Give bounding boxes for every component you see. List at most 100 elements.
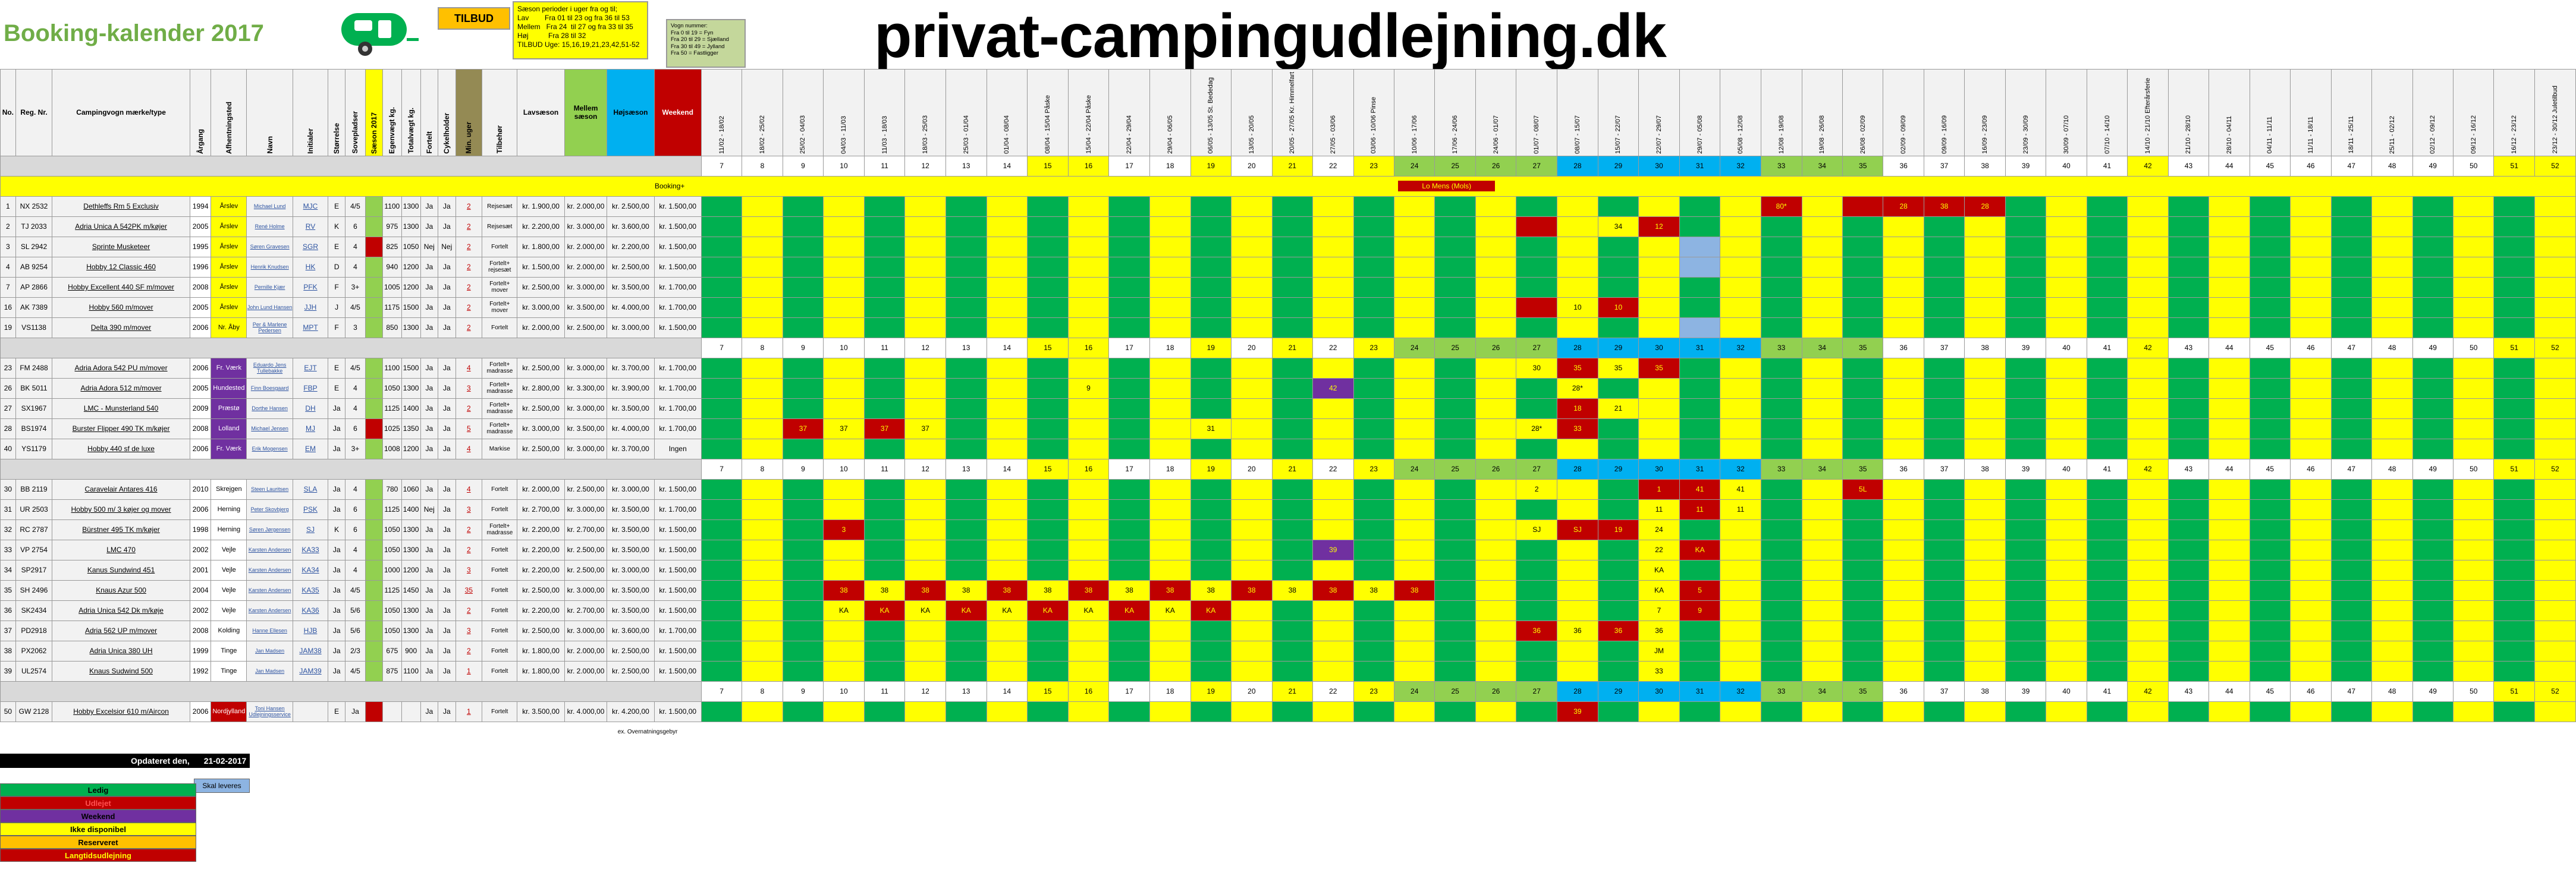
availability-cell[interactable] [2127, 256, 2169, 278]
availability-cell[interactable] [1231, 478, 1273, 500]
availability-cell[interactable] [823, 660, 865, 682]
availability-cell[interactable] [1434, 377, 1476, 399]
availability-cell[interactable] [2371, 660, 2413, 682]
availability-cell[interactable] [1638, 377, 1680, 399]
availability-cell[interactable] [742, 438, 783, 459]
availability-cell[interactable] [742, 216, 783, 237]
availability-cell[interactable] [2453, 297, 2495, 318]
availability-cell[interactable] [1964, 297, 2006, 318]
availability-cell[interactable] [2371, 559, 2413, 581]
caravan-model-link[interactable]: Hobby Excelsior 610 m/Aircon [52, 701, 190, 722]
availability-cell[interactable] [1597, 701, 1639, 722]
availability-cell[interactable] [2453, 216, 2495, 237]
caravan-model-link[interactable]: Adria Unica 380 UH [52, 640, 190, 662]
availability-cell[interactable] [2493, 701, 2535, 722]
availability-cell[interactable] [1231, 216, 1273, 237]
availability-cell[interactable] [2046, 398, 2087, 419]
availability-cell[interactable] [2005, 519, 2047, 540]
availability-cell[interactable]: 41 [1720, 478, 1761, 500]
availability-cell[interactable] [2371, 256, 2413, 278]
availability-cell[interactable] [2290, 519, 2332, 540]
availability-cell[interactable] [2493, 539, 2535, 560]
caravan-row[interactable]: 1 NX 2532 Dethleffs Rm 5 Exclusiv 1994 Årsle… [0, 196, 2576, 217]
availability-cell[interactable] [1027, 640, 1069, 662]
availability-cell[interactable] [1434, 600, 1476, 621]
availability-cell[interactable] [782, 620, 824, 641]
availability-cell[interactable] [782, 398, 824, 419]
availability-cell[interactable] [1190, 539, 1232, 560]
availability-cell[interactable] [1434, 519, 1476, 540]
availability-cell[interactable] [1027, 216, 1069, 237]
availability-cell[interactable] [2046, 216, 2087, 237]
availability-cell[interactable] [1801, 539, 1843, 560]
availability-cell[interactable] [1190, 660, 1232, 682]
availability-cell[interactable] [700, 398, 743, 419]
availability-cell[interactable] [1393, 256, 1435, 278]
availability-cell[interactable] [2086, 539, 2128, 560]
availability-cell[interactable] [1067, 478, 1110, 500]
availability-cell[interactable] [2127, 660, 2169, 682]
availability-cell[interactable] [2453, 377, 2495, 399]
availability-cell[interactable] [1516, 398, 1558, 419]
availability-cell[interactable] [1271, 276, 1314, 298]
availability-cell[interactable] [986, 701, 1028, 722]
availability-cell[interactable] [2493, 478, 2535, 500]
availability-cell[interactable]: 38 [823, 579, 865, 601]
availability-cell[interactable] [2453, 236, 2495, 257]
availability-cell[interactable]: 80* [1760, 196, 1802, 217]
availability-cell[interactable] [823, 559, 865, 581]
availability-cell[interactable] [1679, 519, 1721, 540]
availability-cell[interactable] [2371, 600, 2413, 621]
availability-cell[interactable] [1679, 236, 1721, 257]
availability-cell[interactable]: KA [1149, 600, 1191, 621]
availability-cell[interactable] [1393, 317, 1435, 338]
availability-cell[interactable] [2127, 216, 2169, 237]
availability-cell[interactable]: 24 [1638, 519, 1680, 540]
availability-cell[interactable]: KA [986, 600, 1028, 621]
availability-cell[interactable] [700, 478, 743, 500]
availability-cell[interactable] [2046, 478, 2087, 500]
availability-cell[interactable] [2290, 216, 2332, 237]
availability-cell[interactable] [2209, 418, 2250, 439]
caravan-model-link[interactable]: Hobby 500 m/ 3 køjer og mover [52, 499, 190, 520]
availability-cell[interactable] [1475, 559, 1517, 581]
availability-cell[interactable] [2412, 377, 2454, 399]
owner-initials-link[interactable]: HJB [292, 620, 329, 641]
availability-cell[interactable] [2453, 579, 2495, 601]
availability-cell[interactable] [1434, 539, 1476, 560]
availability-cell[interactable]: 10 [1597, 297, 1639, 318]
availability-cell[interactable] [1149, 256, 1191, 278]
availability-cell[interactable] [2209, 398, 2250, 419]
availability-cell[interactable] [986, 357, 1028, 379]
availability-cell[interactable] [2493, 620, 2535, 641]
availability-cell[interactable] [742, 499, 783, 520]
availability-cell[interactable] [1801, 579, 1843, 601]
caravan-row[interactable]: 32 RC 2787 Bürstner 495 TK m/køjer 1998 Hern… [0, 519, 2576, 540]
availability-cell[interactable] [2005, 256, 2047, 278]
availability-cell[interactable] [2453, 357, 2495, 379]
availability-cell[interactable] [1108, 701, 1150, 722]
availability-cell[interactable] [1108, 539, 1150, 560]
availability-cell[interactable] [1393, 640, 1435, 662]
availability-cell[interactable] [904, 499, 946, 520]
availability-cell[interactable] [1353, 519, 1394, 540]
availability-cell[interactable] [2371, 620, 2413, 641]
availability-cell[interactable] [1964, 660, 2006, 682]
availability-cell[interactable] [2290, 640, 2332, 662]
availability-cell[interactable] [2127, 600, 2169, 621]
availability-cell[interactable]: 35 [1638, 357, 1680, 379]
availability-cell[interactable] [2493, 357, 2535, 379]
availability-cell[interactable] [2046, 377, 2087, 399]
availability-cell[interactable] [1883, 297, 1924, 318]
availability-cell[interactable] [2290, 499, 2332, 520]
availability-cell[interactable] [2534, 640, 2576, 662]
availability-cell[interactable] [1760, 236, 1802, 257]
availability-cell[interactable] [1190, 297, 1232, 318]
availability-cell[interactable] [1231, 660, 1273, 682]
availability-cell[interactable] [1597, 539, 1639, 560]
availability-cell[interactable] [700, 236, 743, 257]
availability-cell[interactable] [1190, 377, 1232, 399]
availability-cell[interactable] [1964, 377, 2006, 399]
availability-cell[interactable] [2330, 579, 2373, 601]
availability-cell[interactable] [2330, 478, 2373, 500]
